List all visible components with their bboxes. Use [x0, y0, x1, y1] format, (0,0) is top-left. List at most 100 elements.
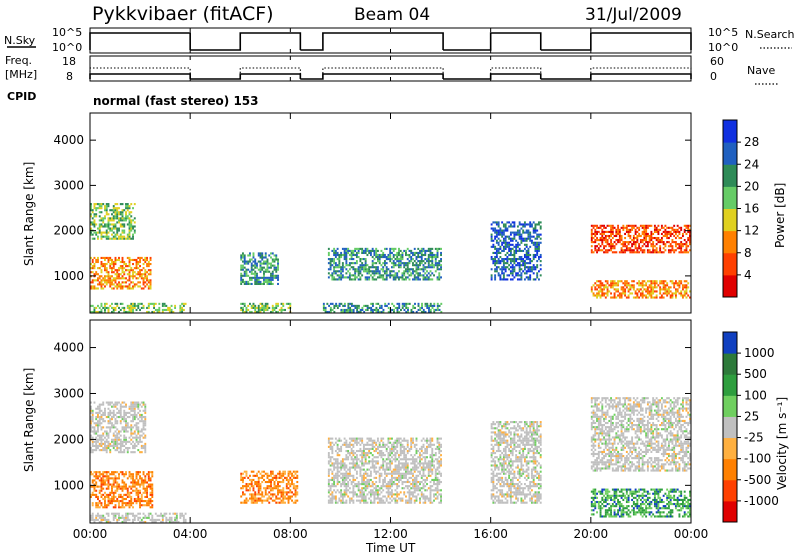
- power-echo-cell: [133, 285, 136, 288]
- velocity-echo-cell: [287, 491, 290, 494]
- power-echo-cell: [112, 237, 115, 240]
- power-echo-cell: [116, 215, 119, 218]
- power-echo-cell: [415, 310, 418, 313]
- velocity-echo-cell: [126, 451, 129, 454]
- power-echo-cell: [624, 236, 627, 240]
- power-echo-cell: [492, 239, 495, 242]
- power-echo-cell: [340, 253, 343, 257]
- velocity-echo-cell: [257, 470, 260, 473]
- power-echo-cell: [655, 243, 658, 246]
- power-echo-cell: [645, 245, 648, 248]
- power-echo-cell: [93, 310, 96, 313]
- power-echo-cell: [126, 265, 129, 268]
- power-echo-cell: [104, 215, 106, 218]
- power-echo-cell: [100, 260, 103, 264]
- power-echo-cell: [104, 306, 106, 309]
- velocity-echo-cell: [140, 444, 143, 448]
- power-echo-cell: [680, 251, 683, 254]
- velocity-echo-cell: [257, 483, 260, 486]
- power-echo-cell: [121, 209, 124, 212]
- power-echo-cell: [639, 239, 642, 242]
- power-echo-cell: [438, 264, 441, 267]
- power-echo-cell: [438, 308, 441, 312]
- power-colorbar-tick-label: 16: [744, 202, 759, 216]
- velocity-echo-cell: [97, 407, 99, 410]
- velocity-echo-cell: [135, 475, 138, 478]
- velocity-echo-cell: [116, 487, 119, 490]
- velocity-echo-cell: [170, 520, 173, 523]
- power-echo-cell: [506, 262, 509, 265]
- power-echo-cell: [261, 252, 264, 255]
- power-echo-cell: [378, 253, 381, 257]
- power-echo-cell: [135, 267, 138, 270]
- velocity-echo-cell: [348, 441, 351, 444]
- velocity-echo-cell: [97, 405, 99, 408]
- power-echo-cell: [109, 237, 112, 240]
- velocity-echo-cell: [142, 436, 145, 439]
- velocity-echo-cell: [114, 401, 117, 404]
- power-echo-cell: [590, 286, 593, 289]
- velocity-echo-cell: [107, 497, 110, 501]
- velocity-echo-cell: [264, 499, 267, 502]
- power-echo-cell: [662, 234, 665, 238]
- power-echo-cell: [629, 241, 632, 244]
- power-echo-cell: [601, 290, 604, 293]
- velocity-echo-cell: [352, 474, 355, 477]
- velocity-echo-cell: [280, 501, 283, 504]
- power-echo-cell: [107, 205, 110, 208]
- velocity-echo-cell: [135, 438, 138, 441]
- power-echo-cell: [121, 219, 124, 222]
- velocity-echo-cell: [296, 474, 299, 477]
- velocity-echo-cell: [341, 466, 344, 469]
- power-echo-cell: [114, 203, 117, 206]
- power-echo-cell: [242, 308, 244, 312]
- power-echo-cell: [659, 282, 662, 285]
- power-echo-cell: [350, 304, 353, 307]
- velocity-echo-cell: [296, 491, 299, 494]
- velocity-echo-cell: [128, 485, 131, 488]
- power-echo-cell: [243, 254, 246, 257]
- power-echo-cell: [440, 266, 442, 269]
- velocity-echo-cell: [257, 480, 260, 484]
- velocity-echo-cell: [111, 418, 113, 421]
- velocity-echo-cell: [361, 493, 364, 496]
- velocity-echo-cell: [294, 487, 297, 490]
- velocity-echo-cell: [128, 495, 131, 499]
- power-echo-cell: [636, 247, 639, 250]
- power-echo-cell: [345, 247, 348, 250]
- velocity-echo-cell: [368, 491, 371, 494]
- power-echo-cell: [256, 262, 258, 265]
- power-echo-cell: [624, 292, 627, 295]
- power-echo-cell: [518, 235, 521, 238]
- power-echo-cell: [622, 245, 625, 248]
- power-echo-cell: [100, 207, 103, 210]
- power-echo-cell: [343, 258, 346, 261]
- power-echo-cell: [509, 237, 512, 240]
- power-echo-cell: [375, 266, 378, 269]
- velocity-echo-cell: [123, 506, 126, 509]
- power-echo-cell: [104, 265, 106, 268]
- velocity-echo-cell: [137, 440, 140, 443]
- power-echo-cell: [137, 281, 140, 284]
- velocity-echo-cell: [109, 502, 112, 505]
- velocity-echo-cell: [340, 499, 343, 502]
- velocity-echo-cell: [259, 489, 262, 492]
- power-echo-cell: [107, 281, 110, 284]
- power-echo-cell: [499, 247, 502, 250]
- velocity-echo-cell: [114, 426, 117, 429]
- power-echo-cell: [128, 225, 131, 228]
- power-echo-cell: [590, 232, 593, 236]
- velocity-echo-cell: [126, 502, 129, 505]
- power-echo-cell: [95, 209, 98, 212]
- power-echo-cell: [436, 308, 439, 312]
- power-echo-cell: [433, 310, 436, 313]
- velocity-echo-cell: [132, 473, 134, 476]
- velocity-echo-cell: [376, 489, 379, 492]
- velocity-echo-cell: [327, 501, 330, 504]
- power-echo-cell: [387, 253, 390, 257]
- velocity-echo-cell: [361, 476, 364, 479]
- velocity-echo-cell: [361, 441, 364, 444]
- power-echo-cell: [596, 251, 598, 254]
- power-echo-cell: [499, 262, 502, 265]
- power-echo-cell: [97, 203, 99, 206]
